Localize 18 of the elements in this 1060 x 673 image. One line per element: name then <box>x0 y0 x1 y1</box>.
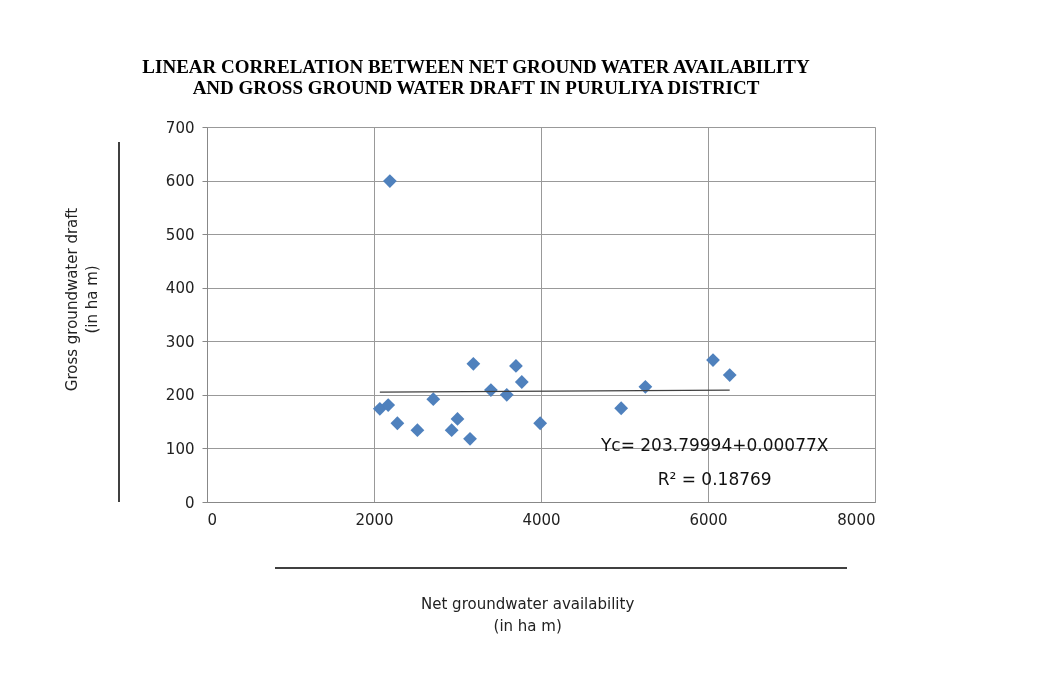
x-tick-label: 2000 <box>355 510 394 529</box>
annotation: Yc= 203.79994+0.00077X <box>599 434 829 455</box>
x-tick-label: 0 <box>207 510 218 529</box>
x-tick-label: 6000 <box>689 510 728 529</box>
y-axis-title: Gross groundwater draft (in ha m) <box>63 207 101 392</box>
x-tick-label: 8000 <box>837 510 876 529</box>
annotation: R² = 0.18769 <box>657 468 772 489</box>
x-axis-title: Net groundwater availability (in ha m) <box>421 595 635 635</box>
y-tick-label: 300 <box>165 332 195 351</box>
y-tick-label: 700 <box>165 118 195 137</box>
y-tick-label: 500 <box>165 225 195 244</box>
y-tick-label: 0 <box>184 493 195 512</box>
y-tick-label: 100 <box>165 439 195 458</box>
chart-title: LINEAR CORRELATION BETWEEN NET GROUND WATER AVAILABILITY AND GROSS GROUND WATER DRAFT IN PURULIYA DISTRICT <box>142 56 810 98</box>
y-tick-label: 600 <box>165 172 195 191</box>
y-tick-label: 400 <box>165 279 195 298</box>
y-tick-label: 200 <box>165 386 195 405</box>
x-tick-label: 4000 <box>522 510 561 529</box>
